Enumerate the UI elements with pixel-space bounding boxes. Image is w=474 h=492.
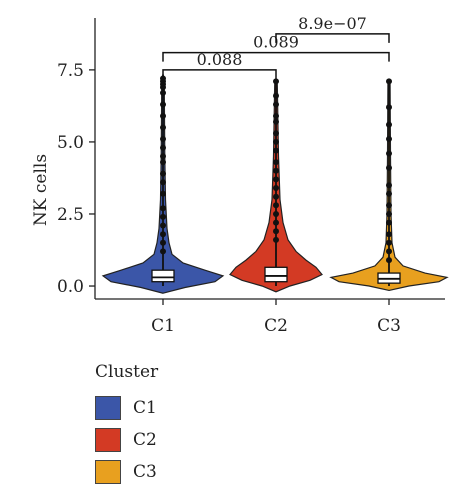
outlier-point bbox=[160, 205, 166, 212]
legend-label-c3: C3 bbox=[133, 462, 157, 482]
comparison-bracket bbox=[162, 69, 277, 79]
outlier-point bbox=[273, 92, 279, 99]
y-tick-label: 2.5 bbox=[57, 205, 84, 225]
outlier-point bbox=[386, 239, 392, 246]
outlier-point bbox=[160, 239, 166, 246]
outlier-point bbox=[386, 164, 392, 171]
outlier-point bbox=[273, 236, 279, 243]
x-tick-label: C1 bbox=[151, 316, 175, 336]
box-c1 bbox=[151, 269, 175, 283]
x-tick-label: C2 bbox=[264, 316, 288, 336]
outlier-point bbox=[273, 118, 279, 125]
outlier-point bbox=[160, 159, 166, 166]
comparison-bracket bbox=[162, 51, 390, 62]
outlier-point bbox=[273, 185, 279, 191]
legend-key-c3 bbox=[95, 460, 121, 484]
outlier-point bbox=[160, 89, 166, 96]
outlier-point bbox=[273, 130, 279, 137]
outlier-point bbox=[386, 219, 392, 226]
outlier-point bbox=[273, 78, 279, 85]
outlier-point bbox=[386, 257, 392, 264]
outlier-point bbox=[273, 211, 279, 217]
outlier-point bbox=[160, 213, 166, 220]
comparison-pvalue: 8.9e−07 bbox=[298, 14, 367, 33]
legend-item-c2: C2 bbox=[95, 424, 158, 456]
outlier-point bbox=[386, 182, 392, 189]
outlier-point bbox=[386, 121, 392, 128]
outlier-point bbox=[273, 228, 279, 235]
outlier-point bbox=[273, 138, 279, 145]
legend: Cluster C1 C2 C3 bbox=[95, 362, 158, 488]
outlier-point bbox=[386, 104, 392, 111]
outlier-point bbox=[273, 159, 279, 166]
outlier-point bbox=[160, 153, 166, 160]
outlier-point bbox=[386, 248, 392, 255]
outlier-point bbox=[386, 78, 392, 85]
legend-label-c1: C1 bbox=[133, 398, 157, 418]
legend-label-c2: C2 bbox=[133, 430, 157, 450]
x-tick-label: C3 bbox=[377, 316, 401, 336]
y-tick-label: 5.0 bbox=[57, 133, 84, 153]
outlier-point bbox=[160, 222, 166, 229]
outlier-point bbox=[160, 124, 166, 131]
outlier-point bbox=[386, 150, 392, 157]
outlier-point bbox=[386, 202, 392, 209]
outlier-point bbox=[386, 190, 392, 197]
outlier-point bbox=[273, 219, 279, 226]
outlier-point bbox=[160, 144, 166, 151]
outlier-point bbox=[273, 101, 279, 108]
outlier-point bbox=[160, 136, 166, 142]
outlier-point bbox=[386, 231, 392, 238]
box-c2 bbox=[264, 266, 288, 283]
outlier-point bbox=[160, 179, 166, 186]
outlier-point bbox=[273, 113, 279, 119]
outlier-point bbox=[386, 136, 392, 142]
y-axis-label: NK cells bbox=[31, 154, 51, 226]
outlier-point bbox=[273, 147, 279, 154]
comparison-pvalue: 0.088 bbox=[197, 50, 243, 69]
outlier-point bbox=[160, 190, 166, 197]
outlier-point bbox=[273, 202, 279, 209]
outlier-point bbox=[273, 176, 279, 183]
legend-item-c1: C1 bbox=[95, 392, 158, 424]
outlier-point bbox=[273, 167, 279, 174]
y-tick-label: 7.5 bbox=[57, 61, 84, 81]
legend-title: Cluster bbox=[95, 362, 159, 382]
outlier-point bbox=[160, 231, 166, 238]
legend-key-c2 bbox=[95, 428, 121, 452]
comparison-bracket bbox=[275, 33, 390, 43]
legend-key-c1 bbox=[95, 396, 121, 420]
outlier-point bbox=[160, 170, 166, 177]
outlier-point bbox=[160, 101, 166, 108]
y-tick-label: 0.0 bbox=[57, 277, 84, 297]
outlier-point bbox=[160, 248, 166, 255]
outlier-point bbox=[273, 193, 279, 200]
outlier-point bbox=[386, 211, 392, 217]
outlier-point bbox=[160, 113, 166, 119]
legend-item-c3: C3 bbox=[95, 456, 158, 488]
